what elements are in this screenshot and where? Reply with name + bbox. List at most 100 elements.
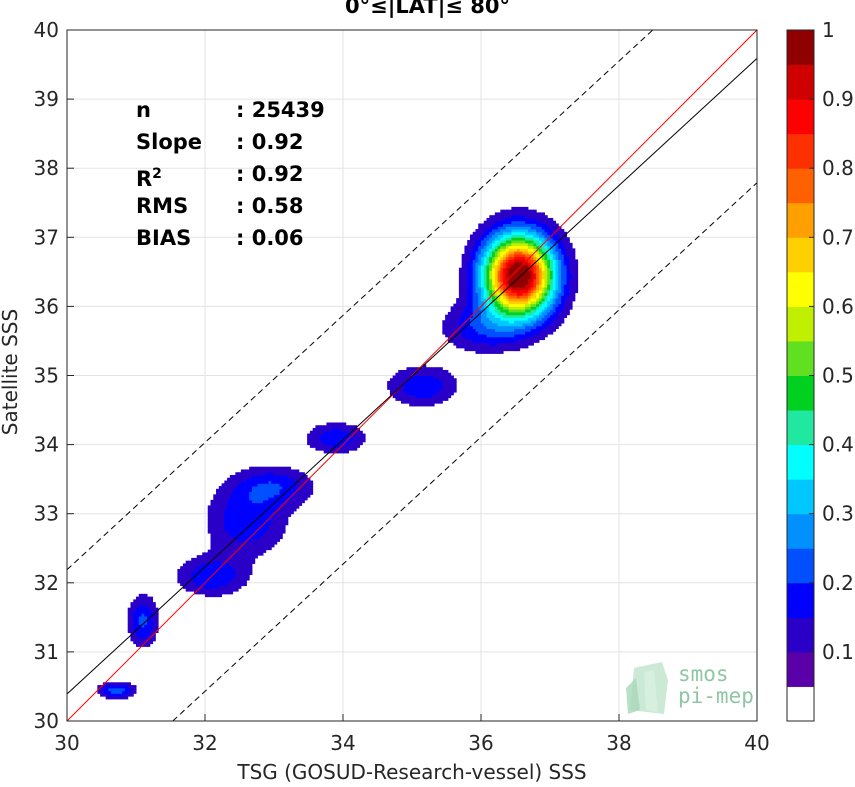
density-cell — [227, 574, 231, 578]
density-cell — [130, 693, 134, 697]
density-cell — [216, 549, 220, 553]
density-cell — [409, 386, 413, 390]
density-cell — [249, 544, 253, 548]
density-cell — [149, 599, 154, 603]
density-cell — [138, 602, 143, 606]
density-cell — [445, 397, 449, 401]
density-cell — [213, 591, 217, 595]
density-cell — [536, 336, 540, 341]
density-cell — [547, 262, 551, 266]
density-cell — [307, 491, 311, 495]
density-cell — [494, 237, 499, 241]
density-cell — [395, 383, 399, 388]
density-cell — [246, 499, 250, 504]
density-cell — [514, 331, 518, 335]
density-cell — [235, 505, 239, 509]
density-cell — [276, 521, 281, 526]
density-cell — [483, 320, 488, 324]
density-cell — [467, 328, 471, 332]
density-cell — [210, 502, 214, 506]
density-cell — [274, 491, 278, 495]
density-cell — [296, 469, 300, 473]
density-cell — [527, 251, 532, 255]
density-cell — [561, 245, 565, 249]
density-cell — [196, 568, 200, 573]
density-cell — [276, 533, 281, 537]
density-cell — [210, 568, 214, 573]
density-cell — [505, 345, 510, 349]
density-cell — [249, 466, 253, 470]
density-cell — [525, 270, 529, 274]
density-cell — [345, 430, 350, 435]
density-cell — [561, 289, 565, 294]
density-cell — [525, 292, 529, 296]
density-cell — [188, 568, 192, 573]
density-cell — [227, 591, 231, 595]
density-cell — [533, 264, 537, 269]
density-cell — [213, 541, 217, 545]
density-cell — [202, 552, 206, 556]
density-cell — [453, 336, 457, 341]
density-cell — [475, 320, 479, 324]
density-cell — [127, 629, 131, 634]
density-cell — [238, 513, 242, 517]
density-cell — [505, 226, 510, 230]
density-cell — [569, 284, 573, 288]
density-cell — [232, 510, 236, 515]
density-cell — [469, 331, 474, 335]
density-cell — [514, 295, 518, 299]
density-cell — [265, 544, 269, 548]
density-cell — [522, 281, 526, 285]
density-cell — [489, 303, 493, 307]
density-cell — [224, 577, 228, 581]
density-cell — [481, 295, 485, 299]
density-cell — [434, 375, 438, 379]
density-cell — [202, 588, 206, 592]
density-cell — [240, 560, 245, 564]
density-cell — [489, 339, 493, 343]
density-cell — [249, 513, 253, 517]
density-cell — [207, 593, 212, 598]
density-cell — [218, 593, 223, 598]
density-cell — [257, 499, 261, 504]
density-cell — [505, 212, 510, 216]
density-cell — [516, 325, 521, 330]
density-cell — [147, 610, 151, 614]
density-cell — [218, 591, 223, 595]
density-cell — [354, 444, 358, 448]
density-cell — [552, 287, 557, 291]
density-cell — [276, 477, 281, 482]
density-cell — [403, 392, 407, 396]
density-cell — [494, 311, 499, 316]
density-cell — [442, 383, 446, 388]
density-cell — [213, 533, 217, 537]
density-cell — [503, 273, 507, 277]
density-cell — [511, 229, 515, 233]
density-cell — [436, 397, 441, 401]
density-cell — [445, 320, 449, 324]
density-cell — [232, 549, 236, 553]
density-cell — [279, 519, 283, 523]
density-cell — [323, 433, 327, 437]
density-cell — [486, 248, 490, 252]
density-cell — [296, 472, 300, 476]
density-cell — [434, 392, 438, 396]
density-cell — [221, 533, 225, 537]
density-cell — [492, 303, 496, 307]
density-cell — [489, 347, 493, 352]
density-cell — [403, 386, 407, 390]
density-cell — [296, 497, 300, 501]
density-cell — [544, 223, 548, 227]
density-cell — [216, 538, 220, 542]
density-cell — [503, 242, 507, 247]
density-cell — [279, 524, 283, 529]
density-cell — [538, 248, 543, 252]
density-cell — [492, 336, 496, 341]
density-cell — [525, 226, 529, 230]
density-cell — [572, 287, 576, 291]
density-cell — [483, 322, 488, 327]
density-cell — [240, 566, 245, 570]
density-cell — [527, 212, 532, 216]
density-cell — [511, 209, 515, 213]
density-cell — [439, 381, 443, 385]
